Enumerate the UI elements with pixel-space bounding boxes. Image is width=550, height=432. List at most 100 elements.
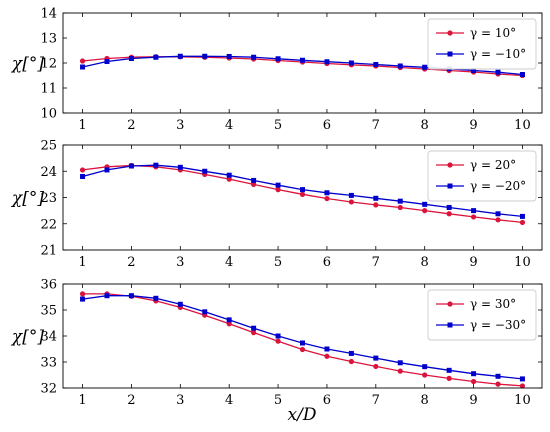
y-tick-label: 22: [40, 217, 57, 232]
data-point-circle: [275, 338, 281, 344]
x-tick-label: 3: [176, 118, 184, 133]
data-point-square: [80, 296, 86, 302]
data-point-square: [397, 63, 403, 69]
data-point-square: [251, 177, 257, 183]
data-point-square: [251, 54, 257, 60]
legend-box: [427, 150, 537, 202]
y-tick-label: 13: [40, 32, 57, 47]
plot-frame: [62, 283, 543, 389]
y-tick-label: 24: [40, 165, 57, 180]
x-tick-label: 6: [323, 393, 331, 408]
data-point-circle: [495, 381, 501, 387]
data-point-square: [226, 54, 232, 59]
data-point-square: [348, 192, 354, 198]
x-tick-label: 9: [469, 118, 477, 133]
legend: γ = 30° γ = −30°: [427, 289, 537, 341]
x-tick-label: 5: [274, 255, 282, 270]
data-point-circle: [373, 202, 379, 208]
x-tick-label: 4: [225, 255, 233, 270]
data-point-square: [397, 198, 403, 204]
data-point-square: [104, 293, 110, 299]
data-point-circle: [446, 375, 452, 381]
legend-label: γ = 30°: [470, 297, 516, 311]
y-tick-label: 33: [40, 356, 57, 371]
data-point-circle: [348, 199, 354, 205]
legend-box: [427, 289, 537, 341]
x-tick-label: 1: [78, 118, 86, 133]
data-point-square: [422, 201, 428, 207]
data-point-square: [104, 167, 110, 173]
legend-swatch-marker: [447, 30, 453, 36]
data-point-square: [495, 373, 501, 379]
y-tick-label: 21: [40, 244, 57, 259]
data-point-square: [177, 301, 183, 307]
data-point-square: [324, 59, 330, 65]
data-point-circle: [470, 378, 477, 385]
data-point-circle: [324, 195, 330, 202]
x-tick-label: 4: [225, 393, 233, 408]
legend-label: γ = −10°: [470, 47, 526, 61]
y-tick-label: 25: [40, 139, 57, 154]
x-tick-label: 3: [176, 393, 184, 408]
data-point-square: [373, 355, 379, 361]
x-tick-label: 6: [323, 255, 331, 270]
legend-swatch-marker: [447, 51, 453, 57]
data-point-square: [275, 56, 281, 62]
y-axis-title: χ[°]: [11, 327, 44, 347]
data-point-circle: [470, 214, 477, 220]
data-point-circle: [251, 330, 257, 336]
data-point-square: [324, 190, 330, 196]
data-point-circle: [422, 372, 428, 378]
data-point-square: [128, 56, 134, 61]
data-point-square: [348, 60, 354, 66]
data-point-square: [422, 64, 428, 70]
data-point-square: [128, 163, 134, 169]
legend-label: γ = −20°: [470, 179, 526, 193]
y-tick-label: 11: [40, 82, 57, 97]
x-tick-label: 7: [372, 118, 380, 133]
data-point-square: [300, 340, 305, 346]
data-point-square: [128, 293, 134, 299]
data-point-square: [471, 371, 477, 377]
x-tick-label: 9: [469, 255, 477, 270]
data-point-square: [348, 350, 354, 356]
x-tick-label: 2: [127, 393, 135, 408]
x-tick-label: 4: [225, 118, 233, 133]
data-point-square: [153, 295, 159, 301]
data-point-square: [495, 211, 501, 217]
data-point-circle: [226, 176, 232, 182]
data-point-circle: [373, 363, 379, 370]
data-point-square: [397, 360, 403, 366]
data-point-circle: [79, 291, 86, 297]
y-tick-label: 23: [40, 191, 57, 206]
x-tick-label: 5: [274, 393, 282, 408]
y-tick-label: 14: [40, 7, 57, 22]
data-point-square: [153, 54, 159, 60]
data-point-circle: [275, 187, 281, 193]
x-tick-label: 9: [469, 393, 477, 408]
data-point-square: [519, 376, 525, 382]
data-point-circle: [397, 368, 403, 374]
plot-frame: [62, 144, 543, 251]
legend-label: γ = 20°: [470, 158, 516, 172]
legend-label: γ = −30°: [470, 318, 526, 332]
data-point-square: [300, 187, 305, 193]
data-point-circle: [226, 321, 232, 327]
x-tick-label: 10: [514, 118, 531, 133]
data-point-circle: [519, 383, 526, 389]
x-tick-label: 2: [127, 118, 135, 133]
x-tick-label: 8: [421, 393, 429, 408]
data-point-square: [324, 346, 330, 352]
data-point-square: [202, 53, 208, 59]
y-tick-label: 35: [40, 304, 57, 319]
x-tick-label: 2: [127, 255, 135, 270]
data-point-circle: [251, 181, 257, 187]
data-point-circle: [324, 353, 330, 359]
data-point-circle: [495, 217, 501, 223]
data-point-square: [177, 53, 183, 59]
data-point-circle: [422, 208, 428, 214]
legend-swatch-marker: [447, 183, 453, 189]
